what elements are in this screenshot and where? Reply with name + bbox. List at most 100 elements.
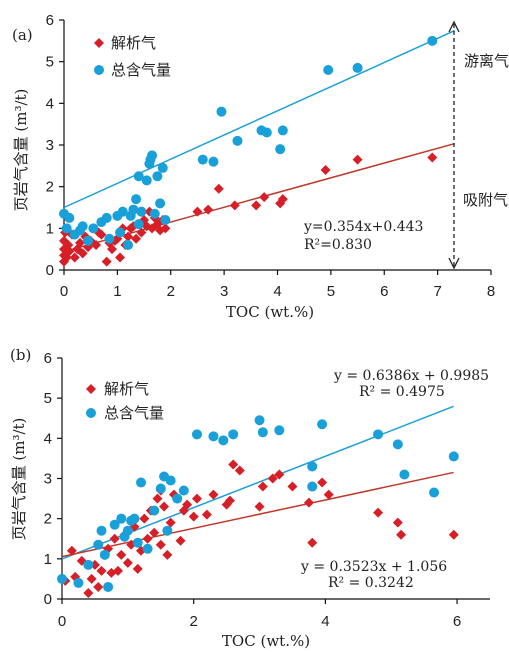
y-tick-label: 4: [44, 430, 52, 447]
point-desorbed-gas: [274, 469, 285, 480]
point-total-gas: [152, 171, 163, 182]
point-desorbed-gas: [267, 473, 278, 484]
point-total-gas: [275, 144, 286, 155]
legend-total-label-b: 总含气量: [104, 404, 164, 422]
point-desorbed-gas: [155, 539, 166, 550]
x-tick-label: 4: [273, 283, 281, 300]
point-total-gas: [429, 487, 440, 498]
point-desorbed-gas: [116, 549, 127, 560]
legend-desorbed-marker-b: [86, 384, 96, 394]
point-desorbed-gas: [165, 517, 176, 528]
point-desorbed-gas: [86, 573, 97, 584]
point-total-gas: [392, 439, 403, 450]
point-desorbed-gas: [259, 192, 270, 203]
x-tick-label: 8: [487, 283, 495, 300]
point-desorbed-gas: [142, 533, 153, 544]
point-total-gas: [162, 525, 173, 536]
legend-total-marker: [94, 65, 104, 75]
r2-a: R²=0.830: [304, 237, 372, 253]
point-total-gas: [448, 451, 459, 462]
y-tick-label: 4: [46, 95, 54, 112]
point-total-gas: [228, 429, 239, 440]
point-desorbed-gas: [277, 194, 288, 205]
point-total-gas: [83, 559, 94, 570]
point-desorbed-gas: [115, 252, 126, 263]
point-desorbed-gas: [392, 517, 403, 528]
trendline-desorbed: [61, 471, 454, 558]
point-total-gas: [73, 577, 84, 588]
x-tick-label: 4: [321, 613, 329, 630]
point-total-gas: [317, 419, 328, 430]
point-total-gas: [61, 223, 72, 234]
point-desorbed-gas: [83, 587, 94, 598]
x-tick-label: 5: [327, 283, 335, 300]
point-desorbed-gas: [131, 233, 142, 244]
y-axis-title-a: 页岩气含量 (m³/t): [12, 89, 30, 212]
point-desorbed-gas: [213, 183, 224, 194]
legend-total-label: 总含气量: [111, 61, 171, 79]
point-desorbed-gas: [96, 229, 107, 240]
point-total-gas: [131, 194, 142, 205]
point-desorbed-gas: [352, 154, 363, 165]
point-desorbed-gas: [307, 537, 318, 548]
point-total-gas: [99, 549, 110, 560]
point-desorbed-gas: [107, 244, 118, 255]
point-total-gas: [132, 537, 143, 548]
point-total-gas: [191, 429, 202, 440]
point-total-gas: [133, 171, 144, 182]
point-desorbed-gas: [159, 501, 170, 512]
point-desorbed-gas: [101, 256, 112, 267]
point-desorbed-gas: [160, 223, 171, 234]
point-desorbed-gas: [191, 493, 202, 504]
y-tick-label: 1: [46, 220, 54, 237]
point-total-gas: [109, 519, 120, 530]
point-desorbed-gas: [93, 581, 104, 592]
point-total-gas: [232, 135, 243, 146]
point-total-gas: [116, 513, 127, 524]
point-desorbed-gas: [132, 563, 143, 574]
point-total-gas: [149, 208, 160, 219]
point-desorbed-gas: [427, 152, 438, 163]
point-total-gas: [103, 581, 114, 592]
point-total-gas: [257, 427, 268, 438]
point-total-gas: [155, 198, 166, 209]
point-total-gas: [115, 227, 126, 238]
point-desorbed-gas: [152, 493, 163, 504]
r2-desorbed-b: R² = 0.3242: [328, 575, 414, 591]
point-total-gas: [141, 175, 152, 186]
x-tick-label: 6: [380, 283, 388, 300]
x-tick-label: 2: [167, 283, 175, 300]
point-desorbed-gas: [139, 513, 150, 524]
point-total-gas: [307, 481, 318, 492]
point-desorbed-gas: [122, 557, 133, 568]
point-total-gas: [93, 539, 104, 550]
point-total-gas: [216, 106, 227, 117]
point-desorbed-gas: [201, 509, 212, 520]
point-total-gas: [178, 485, 189, 496]
point-desorbed-gas: [224, 495, 235, 506]
point-total-gas: [123, 240, 134, 250]
point-desorbed-gas: [320, 165, 331, 175]
point-total-gas: [160, 215, 171, 225]
point-desorbed-gas: [75, 237, 86, 248]
y-tick-label: 5: [46, 54, 54, 71]
point-total-gas: [399, 469, 410, 480]
point-total-gas: [129, 513, 140, 524]
point-total-gas: [96, 525, 107, 536]
point-desorbed-gas: [317, 477, 328, 488]
point-total-gas: [208, 156, 219, 167]
equation-total-b: y = 0.6386x + 0.9985: [333, 368, 489, 384]
point-desorbed-gas: [64, 246, 75, 257]
point-desorbed-gas: [136, 227, 147, 238]
point-total-gas: [83, 235, 94, 246]
point-desorbed-gas: [257, 481, 268, 492]
x-tick-label: 1: [113, 283, 121, 300]
point-total-gas: [157, 162, 168, 173]
panel-a-legend: 解析气 总含气量: [94, 34, 171, 79]
point-desorbed-gas: [373, 507, 384, 518]
adsorbed-gas-label: 吸附气: [463, 191, 508, 209]
free-gas-label: 游离气: [464, 52, 509, 70]
point-total-gas: [197, 154, 208, 165]
point-desorbed-gas: [251, 200, 262, 211]
point-desorbed-gas: [303, 497, 314, 508]
